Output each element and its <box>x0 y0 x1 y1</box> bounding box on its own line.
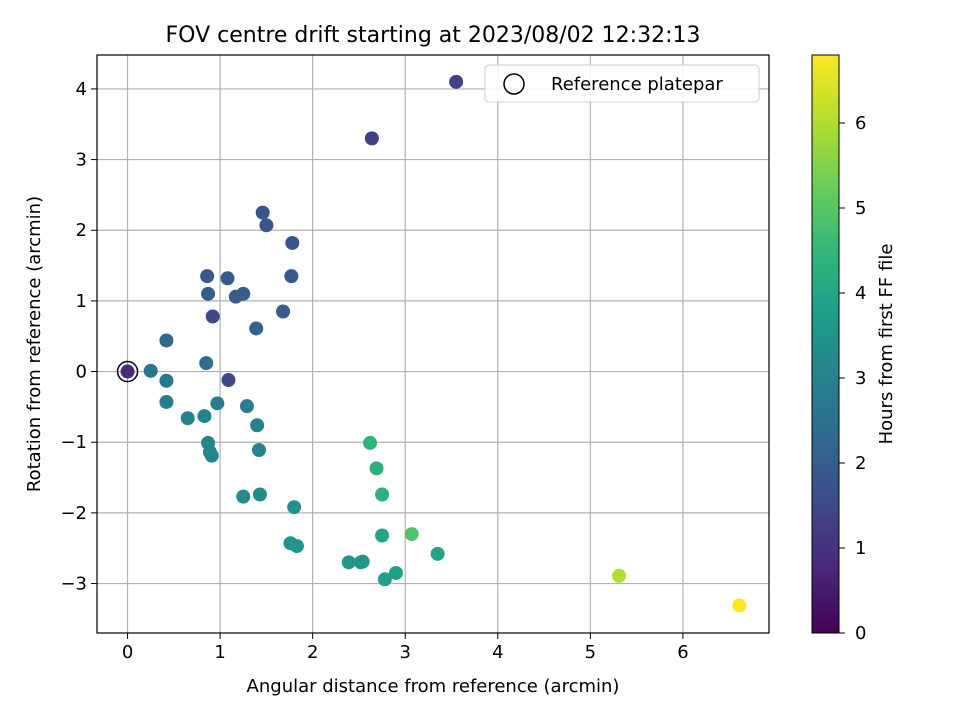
data-point <box>285 235 300 250</box>
x-tick-label: 3 <box>400 642 411 663</box>
colorbar-ticks: 0 1 2 3 4 5 6 <box>839 113 866 644</box>
data-point <box>284 269 299 284</box>
data-point <box>388 565 403 580</box>
data-point <box>204 448 219 463</box>
legend-box <box>484 64 760 103</box>
y-tick-label: −3 <box>60 574 87 595</box>
data-point <box>369 461 384 476</box>
data-point <box>220 271 235 286</box>
data-point <box>404 527 419 542</box>
colorbar-frame <box>811 54 840 634</box>
colorbar-tick-label: 2 <box>855 453 866 474</box>
colorbar-tick-label: 4 <box>855 283 866 304</box>
colorbar-tick-label: 1 <box>855 538 866 559</box>
data-point <box>249 321 264 336</box>
x-tick-label: 1 <box>214 642 225 663</box>
x-tick-label: 0 <box>122 642 133 663</box>
plot-frame <box>96 54 770 634</box>
data-point <box>159 394 174 409</box>
data-point <box>180 411 195 426</box>
colorbar-tick-label: 0 <box>855 623 866 644</box>
x-tick-label: 5 <box>585 642 596 663</box>
y-tick-label: −2 <box>60 503 87 524</box>
x-tick-label: 4 <box>492 642 503 663</box>
data-point <box>375 487 390 502</box>
chart-title: FOV centre drift starting at 2023/08/02 … <box>166 23 701 48</box>
data-point <box>252 487 267 502</box>
x-tick-label: 6 <box>677 642 688 663</box>
data-point <box>200 269 215 284</box>
data-point <box>276 304 291 319</box>
data-point <box>732 598 747 613</box>
data-point <box>228 289 243 304</box>
colorbar: 0 1 2 3 4 5 6 Hours from first FF file <box>811 54 897 644</box>
y-tick-label: −1 <box>60 432 87 453</box>
data-point <box>159 373 174 388</box>
data-point <box>250 418 265 433</box>
grid-lines <box>97 55 769 633</box>
data-point <box>355 554 370 569</box>
data-point <box>201 286 216 301</box>
y-tick-label: 0 <box>76 362 87 383</box>
data-point <box>221 373 236 388</box>
data-point <box>120 364 135 379</box>
legend-label: Reference platepar <box>551 74 723 95</box>
data-point <box>377 572 392 587</box>
y-tick-label: 2 <box>76 220 87 241</box>
reference-platepar-marker <box>116 360 139 383</box>
colorbar-tick-label: 6 <box>855 113 866 134</box>
legend-reference-marker <box>503 73 525 95</box>
data-point <box>289 539 304 554</box>
data-point <box>239 399 254 414</box>
x-axis-label: Angular distance from reference (arcmin) <box>247 676 620 697</box>
data-point <box>197 409 212 424</box>
data-point <box>199 356 214 371</box>
data-points <box>120 74 747 613</box>
y-axis-ticks: −3 −2 −1 0 1 2 3 4 <box>60 79 97 595</box>
data-point <box>205 309 220 324</box>
legend: Reference platepar <box>484 64 760 103</box>
y-axis-label: Rotation from reference (arcmin) <box>24 196 45 492</box>
colorbar-tick-label: 3 <box>855 368 866 389</box>
y-tick-label: 3 <box>76 150 87 171</box>
data-point <box>210 396 225 411</box>
x-tick-label: 2 <box>307 642 318 663</box>
data-point <box>449 74 464 89</box>
colorbar-label: Hours from first FF file <box>876 244 897 445</box>
data-point <box>287 500 302 515</box>
data-point <box>159 333 174 348</box>
data-point <box>612 568 627 583</box>
y-tick-label: 4 <box>76 79 87 100</box>
data-point <box>364 131 379 146</box>
data-point <box>430 546 445 561</box>
reference-marker-layer <box>116 360 139 383</box>
data-point <box>236 489 251 504</box>
data-point <box>375 528 390 543</box>
colorbar-tick-label: 5 <box>855 198 866 219</box>
colorbar-fill <box>812 55 839 633</box>
data-point <box>259 218 274 233</box>
data-point <box>251 442 266 457</box>
data-point <box>341 555 356 570</box>
x-axis-ticks: 0 1 2 3 4 5 6 <box>122 633 689 663</box>
data-point <box>143 363 158 378</box>
y-tick-label: 1 <box>76 291 87 312</box>
data-point <box>363 435 378 450</box>
data-point <box>255 205 270 220</box>
